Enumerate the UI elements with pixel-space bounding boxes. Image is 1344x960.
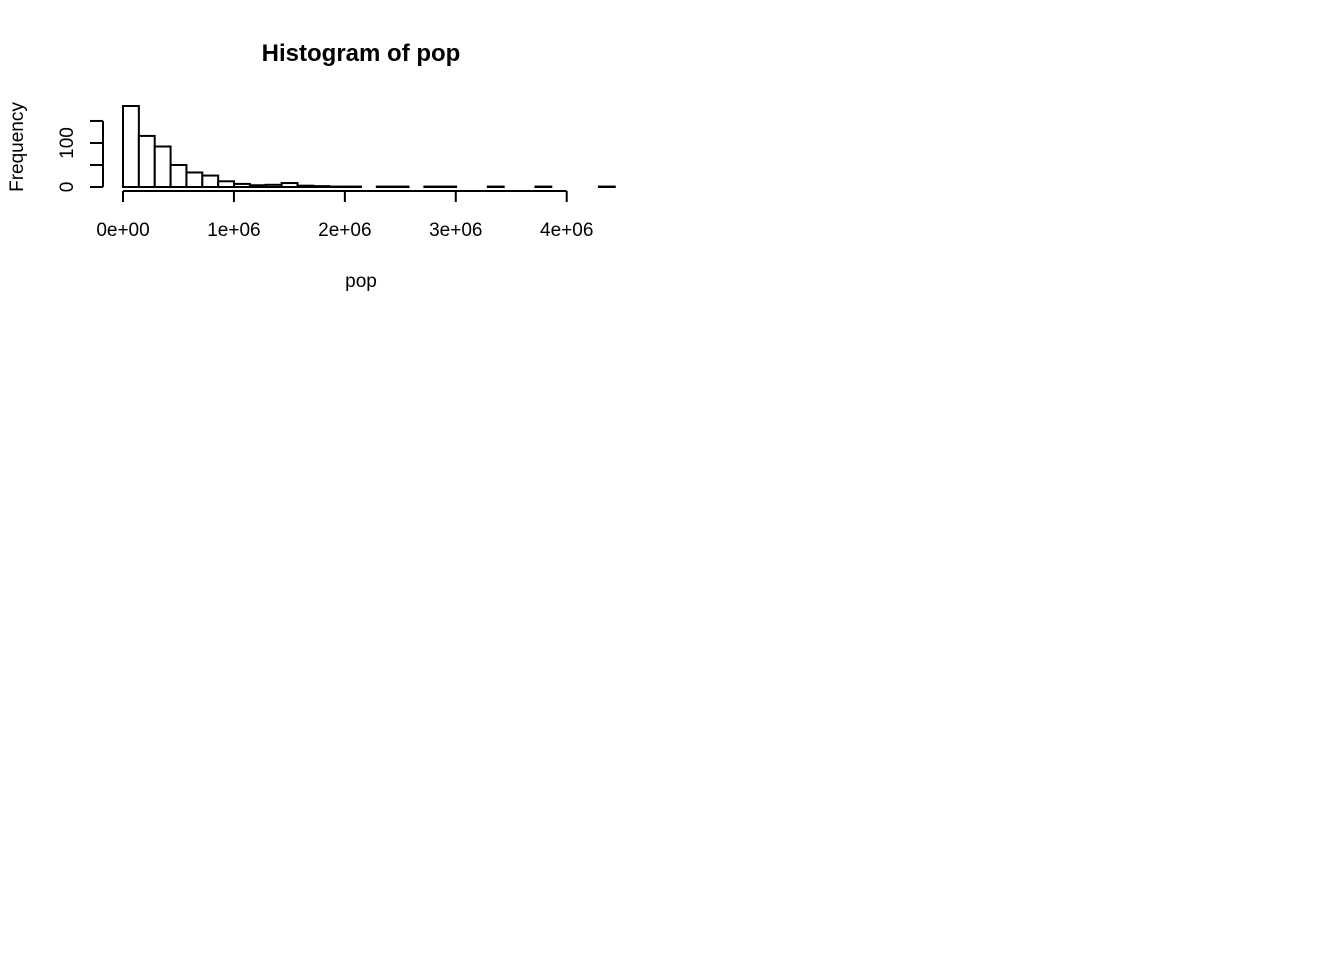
x-axis-label: pop [345, 271, 377, 292]
x-tick-label: 1e+06 [207, 220, 260, 241]
chart-title: Histogram of pop [262, 40, 461, 67]
histogram-bar [217, 180, 236, 188]
y-tick-label: 100 [57, 127, 78, 159]
histogram-bar [233, 182, 251, 188]
histogram-bar [201, 174, 220, 189]
histogram-bar [280, 182, 299, 188]
x-tick-label: 3e+06 [429, 220, 482, 241]
y-axis: 0 100 [57, 119, 104, 193]
histogram-bar [185, 171, 204, 189]
histogram-bar [137, 134, 156, 188]
x-tick-label: 4e+06 [540, 220, 593, 241]
histogram-bar [264, 183, 283, 189]
histogram-bar [248, 184, 267, 189]
x-tick-label: 2e+06 [318, 220, 371, 241]
histogram-bar [153, 145, 172, 188]
histogram-bars [122, 105, 616, 189]
histogram-bar [169, 163, 188, 189]
x-tick-label: 0e+00 [96, 220, 149, 241]
y-axis-label: Frequency [7, 102, 28, 192]
histogram-bar [122, 105, 140, 188]
histogram-bar [312, 185, 331, 188]
histogram-bar [296, 184, 315, 188]
y-tick-label: 0 [57, 182, 78, 193]
x-axis: 0e+00 1e+06 2e+06 3e+06 4e+06 [96, 190, 593, 241]
